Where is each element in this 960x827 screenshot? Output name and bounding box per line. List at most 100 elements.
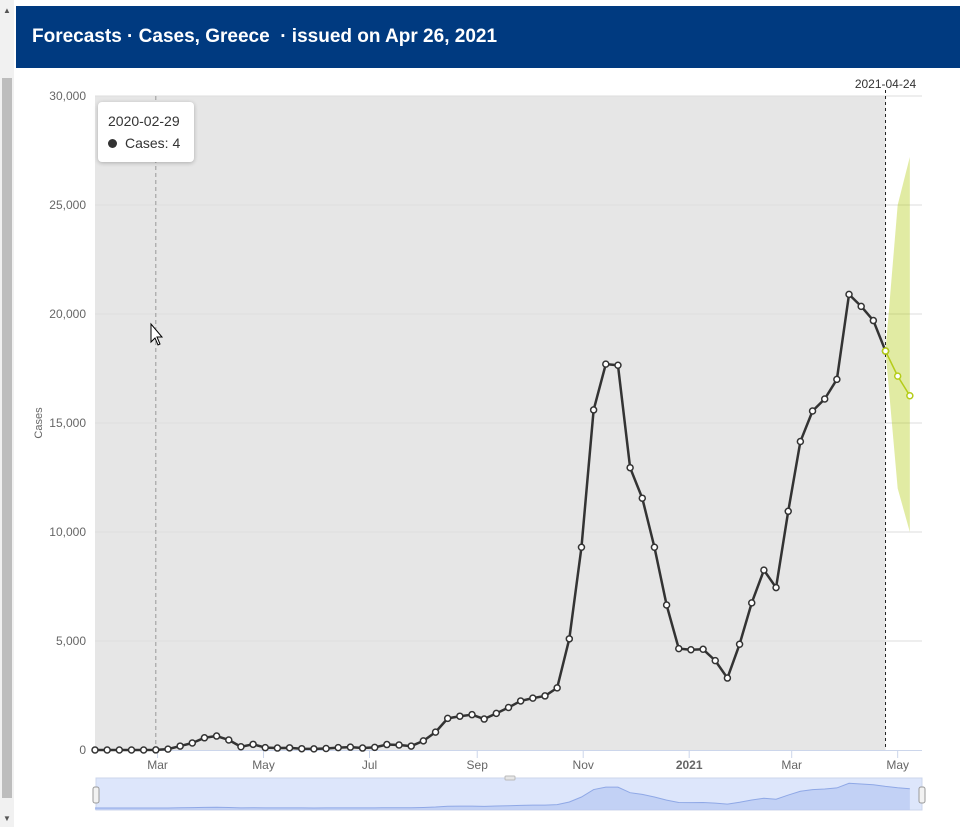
scroll-up-arrow-icon[interactable]: ▲ — [3, 6, 11, 15]
cases-point — [529, 694, 537, 702]
cases-point — [212, 732, 221, 740]
cases-point — [662, 601, 671, 609]
cases-point — [322, 744, 330, 753]
cases-point — [139, 746, 148, 754]
cursor-arrow-icon — [150, 322, 164, 346]
cases-point — [237, 742, 245, 751]
cases-point — [784, 507, 792, 516]
x-tick-label: Mar — [781, 758, 802, 772]
cases-point — [602, 360, 610, 368]
navigator-right-handle — [918, 786, 926, 804]
cases-point — [833, 375, 841, 384]
cases-point — [115, 746, 124, 754]
forecast-point — [893, 372, 902, 380]
cases-point — [772, 583, 780, 592]
y-tick-label: 10,000 — [49, 525, 86, 539]
cases-point — [723, 674, 732, 682]
navigator-grip-icon — [504, 775, 516, 781]
forecast-date-label: 2021-04-24 — [855, 77, 917, 91]
cases-point — [225, 736, 233, 744]
cases-point — [796, 437, 805, 446]
cases-point — [650, 543, 659, 552]
cases-point — [492, 709, 501, 718]
y-tick-label: 30,000 — [49, 89, 86, 103]
cases-point — [200, 734, 209, 742]
cases-point — [699, 645, 707, 654]
cases-point — [419, 737, 428, 745]
cases-point — [127, 746, 136, 754]
cases-point — [249, 740, 257, 749]
cases-point — [589, 406, 598, 414]
x-tick-label: Sep — [467, 758, 489, 772]
x-tick-label: Jul — [362, 758, 377, 772]
cases-point — [358, 744, 367, 752]
cases-point — [638, 494, 647, 502]
cases-point — [553, 684, 561, 692]
cases-point — [407, 742, 415, 750]
cases-point — [808, 407, 817, 415]
cases-point — [91, 746, 99, 754]
forecast-point — [881, 347, 890, 355]
cases-point — [820, 395, 829, 403]
cases-point — [334, 743, 342, 752]
cases-point — [443, 714, 452, 723]
cases-point — [310, 745, 318, 753]
y-axis-ticks: 0 5,000 10,000 15,000 20,000 25,000 30,000 — [49, 89, 86, 757]
x-tick-label: Nov — [573, 758, 594, 772]
cases-point — [395, 741, 403, 749]
cases-point — [298, 744, 306, 753]
navigator-series-area — [95, 783, 910, 810]
cases-point — [687, 645, 695, 654]
x-axis-ticks: Mar May Jul Sep Nov 2021 Mar May — [147, 750, 909, 772]
x-tick-label: May — [886, 758, 909, 772]
cases-point — [869, 316, 878, 325]
navigator-left-handle — [92, 786, 100, 804]
forecast-interval-band — [885, 157, 910, 533]
scrollbar-thumb[interactable] — [2, 78, 12, 798]
scroll-down-arrow-icon[interactable]: ▼ — [3, 814, 11, 823]
forecast-point — [906, 392, 914, 400]
cases-point — [504, 703, 513, 712]
cases-point — [383, 740, 391, 749]
navigator-series-line — [95, 782, 910, 809]
cases-point — [626, 463, 634, 472]
y-tick-label: 20,000 — [49, 307, 86, 321]
x-tick-label: Mar — [147, 758, 168, 772]
forecast-band-layer — [885, 157, 910, 533]
cases-point — [468, 710, 476, 719]
series-dot-icon — [108, 138, 117, 148]
y-tick-label: 25,000 — [49, 198, 86, 212]
cases-point — [845, 290, 853, 299]
x-tick-label: 2021 — [676, 758, 703, 772]
cases-point — [760, 566, 768, 574]
cases-point — [857, 302, 865, 311]
cases-point — [480, 715, 488, 723]
cases-point — [346, 743, 355, 751]
cases-point — [152, 746, 160, 754]
cases-point — [516, 697, 525, 705]
cases-point — [541, 692, 549, 700]
cases-point — [285, 744, 294, 752]
cases-point — [273, 744, 282, 752]
y-axis-title: Cases — [33, 407, 45, 439]
page-title: Forecasts · Cases, Greece · issued on Ap… — [32, 26, 498, 47]
navigator[interactable] — [92, 775, 926, 811]
cases-point — [456, 712, 464, 720]
page-header: Forecasts · Cases, Greece · issued on Ap… — [16, 6, 960, 68]
series-layer — [91, 290, 914, 754]
vertical-scrollbar[interactable]: ▲ ▼ — [0, 0, 14, 827]
cases-point — [370, 743, 379, 752]
cases-point — [711, 656, 719, 665]
cases-point — [747, 599, 756, 607]
y-tick-label: 5,000 — [56, 634, 86, 648]
point-tooltip: 2020-02-29 Cases: 4 — [98, 102, 194, 162]
y-tick-label: 15,000 — [49, 416, 86, 430]
cases-point — [176, 742, 184, 750]
cases-point — [431, 728, 440, 736]
tooltip-value: Cases: 4 — [125, 135, 181, 151]
cases-point — [261, 743, 270, 752]
cases-point — [188, 739, 197, 747]
cases-point — [614, 361, 622, 369]
cases-point — [103, 746, 111, 754]
